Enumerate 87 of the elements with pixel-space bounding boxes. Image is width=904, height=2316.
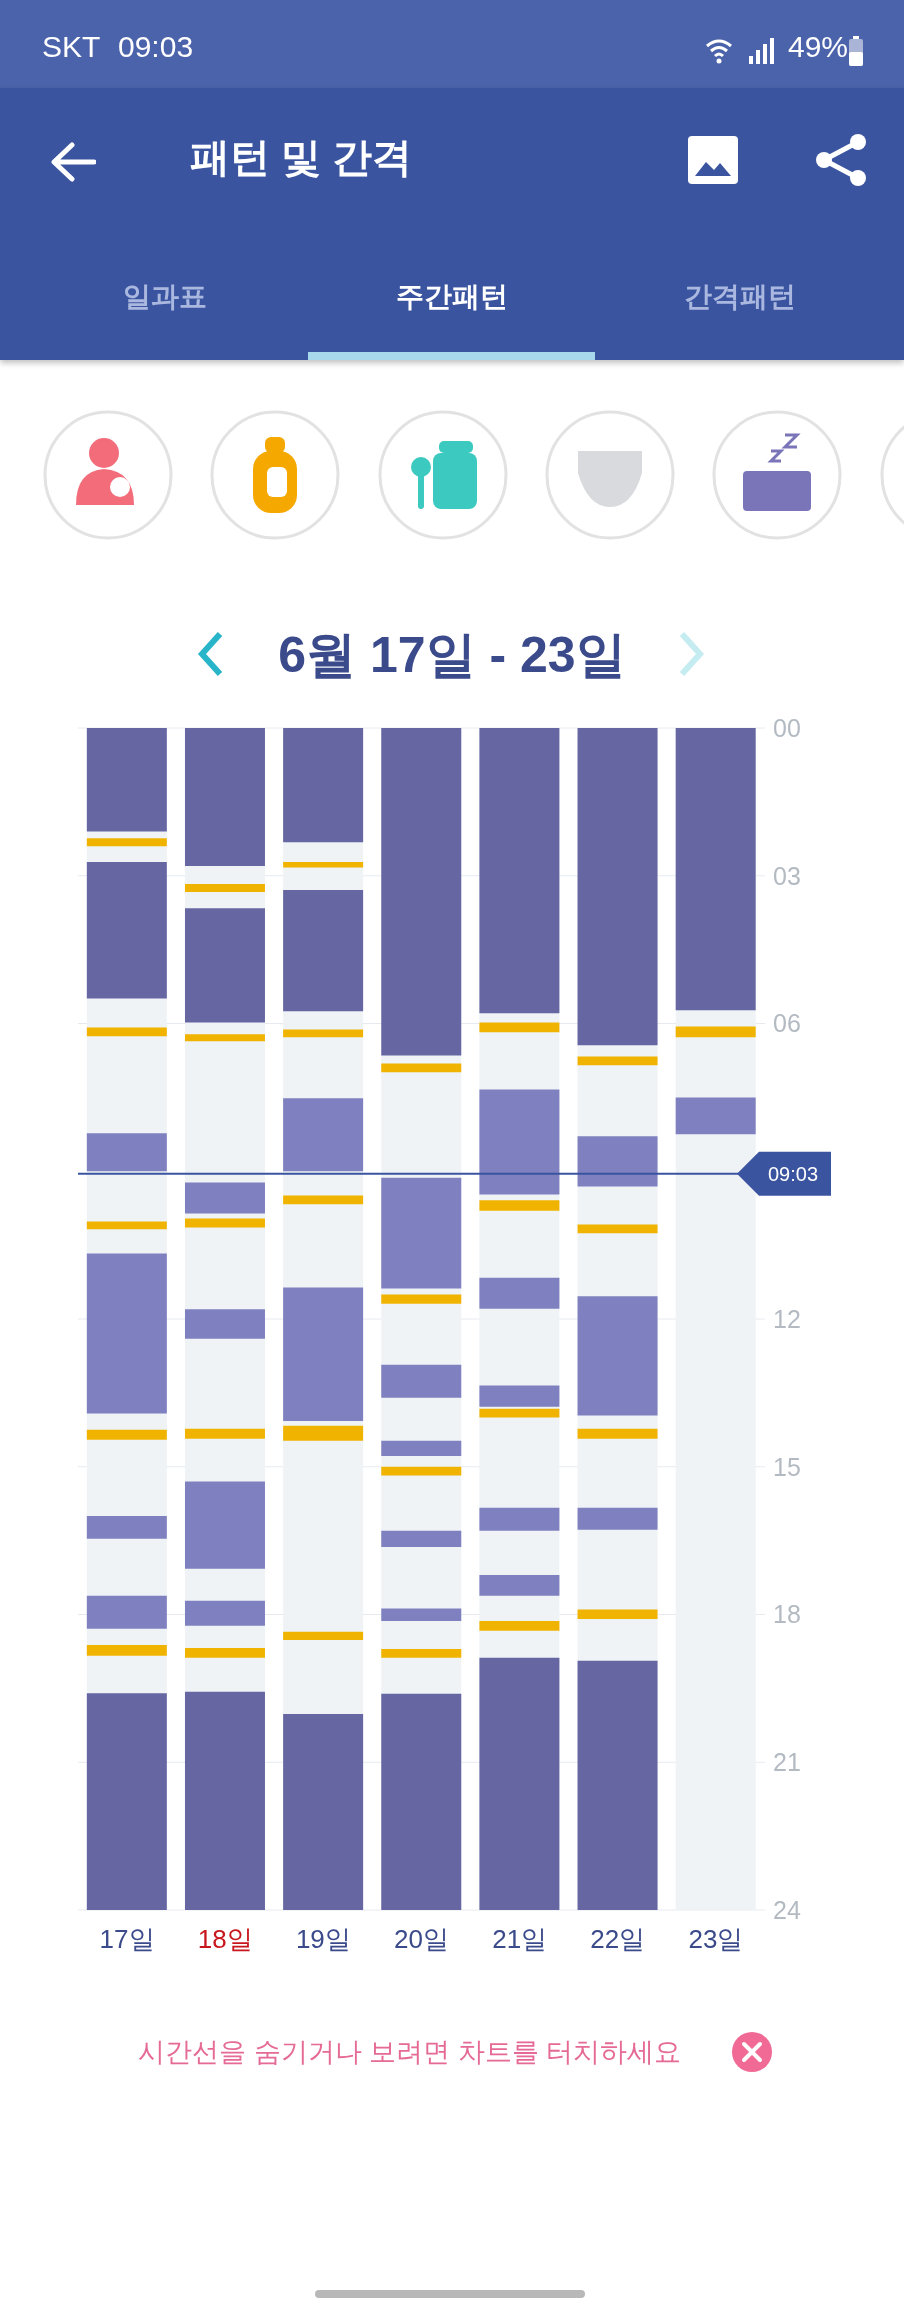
x-tick-label: 22일 bbox=[590, 1924, 646, 1954]
bar bbox=[184, 1309, 265, 1339]
bar bbox=[283, 1029, 364, 1038]
bar bbox=[577, 1428, 658, 1439]
bar bbox=[184, 1691, 265, 1910]
chart-subtitle: 6월 17일 - 23일 bbox=[277, 626, 627, 685]
bar bbox=[675, 1097, 756, 1135]
bar bbox=[577, 1296, 658, 1416]
x-tick-label: 18일 bbox=[197, 1924, 253, 1954]
bar bbox=[184, 1481, 265, 1569]
bar bbox=[86, 1595, 167, 1629]
bar bbox=[381, 1466, 462, 1476]
text: SKT bbox=[42, 30, 101, 64]
bar bbox=[184, 908, 265, 1023]
y-tick-label: 15 bbox=[773, 1452, 801, 1481]
bar bbox=[479, 1575, 560, 1596]
x-tick-label: 20일 bbox=[394, 1924, 449, 1954]
ref-line-label: 09:03 bbox=[767, 1162, 819, 1185]
text: 간격패턴 bbox=[683, 280, 797, 314]
y-tick-label: 03 bbox=[773, 861, 801, 890]
y-tick-label: 00 bbox=[773, 713, 801, 742]
bar bbox=[86, 1645, 167, 1656]
bar bbox=[86, 1516, 167, 1539]
y-tick-label: 18 bbox=[773, 1600, 801, 1629]
y-tick-label: 21 bbox=[773, 1748, 801, 1777]
bar bbox=[184, 1647, 265, 1658]
bar bbox=[184, 1182, 265, 1214]
bar bbox=[283, 890, 364, 1012]
text: 09:03 bbox=[118, 30, 194, 64]
bar bbox=[86, 1221, 167, 1230]
bar bbox=[577, 1224, 658, 1234]
bar bbox=[479, 1277, 560, 1309]
bar bbox=[283, 1425, 364, 1441]
bar bbox=[184, 1218, 265, 1228]
bar bbox=[381, 1440, 462, 1456]
bar bbox=[184, 1428, 265, 1439]
bar bbox=[479, 1408, 560, 1418]
bar bbox=[86, 1693, 167, 1910]
y-tick-label: 24 bbox=[773, 1895, 801, 1924]
x-tick-label: 17일 bbox=[99, 1924, 155, 1954]
bar bbox=[381, 1063, 462, 1073]
x-tick-label: 23일 bbox=[688, 1924, 744, 1954]
bar bbox=[479, 1022, 560, 1033]
text: 주간패턴 bbox=[394, 280, 509, 314]
x-tick-label: 19일 bbox=[295, 1924, 351, 1954]
bar bbox=[577, 1507, 658, 1530]
bar bbox=[381, 1648, 462, 1658]
bar bbox=[381, 1608, 462, 1621]
text: 49% bbox=[788, 30, 849, 64]
chart-title: 패턴 및 간격 bbox=[190, 134, 413, 181]
bar bbox=[577, 1609, 658, 1619]
bar bbox=[479, 1089, 560, 1195]
bar bbox=[675, 728, 756, 1011]
bar bbox=[479, 1507, 560, 1531]
bar bbox=[283, 1631, 364, 1641]
bar bbox=[86, 1133, 167, 1172]
text: 일과표 bbox=[122, 280, 208, 314]
bar bbox=[381, 1364, 462, 1398]
bar bbox=[184, 1034, 265, 1042]
bar bbox=[381, 1530, 462, 1548]
bar bbox=[283, 1713, 364, 1910]
bar bbox=[86, 1027, 167, 1037]
x-tick-label: 21일 bbox=[492, 1924, 548, 1954]
bar bbox=[479, 1200, 560, 1211]
bar bbox=[86, 1429, 167, 1440]
bar bbox=[86, 1253, 167, 1414]
bar bbox=[283, 1195, 364, 1205]
bar bbox=[283, 861, 364, 868]
bar bbox=[479, 1620, 560, 1631]
bar bbox=[283, 1098, 364, 1172]
text: 시간선을 숨기거나 보려면 차트를 터치하세요 bbox=[137, 2036, 683, 2069]
bar bbox=[577, 1056, 658, 1066]
bar bbox=[86, 728, 167, 832]
bar bbox=[86, 838, 167, 847]
bar bbox=[184, 1600, 265, 1626]
bar bbox=[381, 1177, 462, 1289]
bar bbox=[675, 1026, 756, 1038]
bar bbox=[577, 1136, 658, 1187]
bar bbox=[479, 1385, 560, 1407]
y-tick-label: 06 bbox=[773, 1009, 801, 1038]
bar bbox=[283, 728, 364, 843]
bar bbox=[184, 884, 265, 892]
bar bbox=[283, 1287, 364, 1421]
bar bbox=[86, 861, 167, 999]
bar bbox=[184, 728, 265, 866]
bar bbox=[381, 1294, 462, 1304]
y-tick-label: 12 bbox=[773, 1304, 801, 1333]
